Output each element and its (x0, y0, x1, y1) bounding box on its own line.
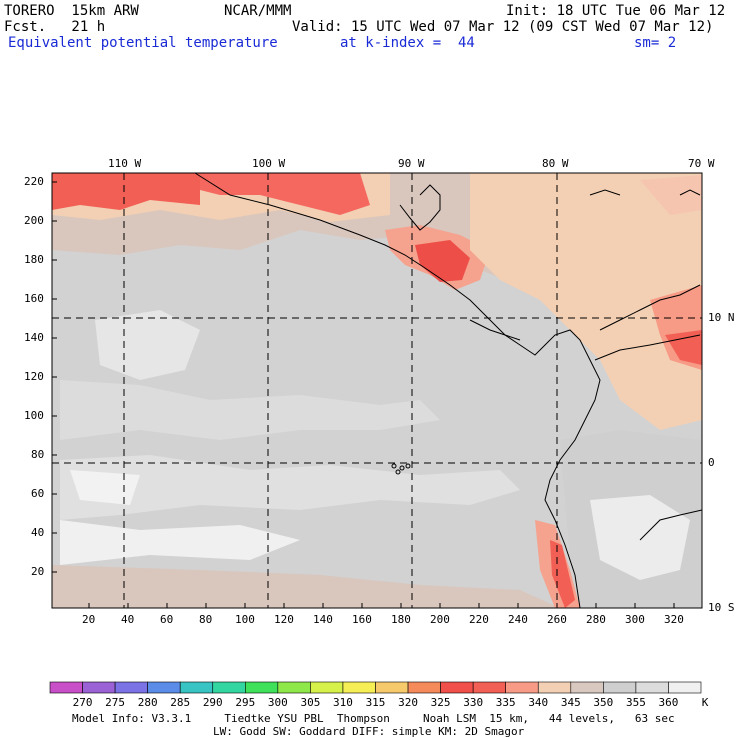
colorbar-swatch (245, 681, 279, 694)
axis-ticks (52, 181, 675, 608)
colorbar-label: 360 (658, 696, 679, 709)
colorbar-label: 310 (333, 696, 353, 709)
lon-label: 80 W (542, 157, 569, 170)
lat-label: 10 S (708, 601, 735, 614)
smoothing: sm= 2 (634, 35, 677, 51)
x-tick-label: 100 (235, 613, 255, 626)
colorbar-label: 320 (398, 696, 418, 709)
colorbar-label: 335 (495, 696, 516, 709)
x-tick-label: 280 (586, 613, 606, 626)
colorbar-swatch (603, 681, 637, 694)
x-tick-label: 20 (82, 613, 96, 626)
x-tick-label: 260 (547, 613, 567, 626)
colorbar-swatch (440, 681, 474, 694)
colorbar-swatch (375, 681, 409, 694)
x-tick-label: 60 (160, 613, 174, 626)
colorbar-swatch (212, 681, 246, 694)
y-tick-label: 220 (24, 175, 44, 188)
forecast-hour: Fcst. 21 h (4, 19, 106, 35)
colorbar (49, 681, 702, 694)
map-frame (51, 172, 703, 609)
x-tick-label: 40 (121, 613, 135, 626)
field-name: Equivalent potential temperature (8, 35, 278, 51)
colorbar-label: 315 (365, 696, 386, 709)
colorbar-swatch (505, 681, 539, 694)
x-tick-label: 300 (625, 613, 645, 626)
x-tick-label: 200 (430, 613, 450, 626)
colorbar-swatch (668, 681, 702, 694)
y-tick-label: 100 (24, 409, 44, 422)
colorbar-swatch (635, 681, 669, 694)
map-plot-area (52, 173, 702, 608)
model-name: TORERO 15km ARW (4, 3, 139, 19)
x-tick-label: 180 (391, 613, 411, 626)
colorbar-label: 285 (170, 696, 191, 709)
colorbar-swatch (147, 681, 181, 694)
lat-label: 0 (708, 456, 715, 469)
colorbar-label: 345 (560, 696, 581, 709)
colorbar-swatch (310, 681, 344, 694)
colorbar-label: 300 (267, 696, 288, 709)
colorbar-swatch (342, 681, 376, 694)
colorbar-label: 280 (137, 696, 158, 709)
lon-label: 70 W (688, 157, 715, 170)
y-tick-label: 160 (24, 292, 44, 305)
organization: NCAR/MMM (224, 3, 292, 19)
colorbar-label: 355 (625, 696, 646, 709)
y-tick-label: 40 (31, 526, 45, 539)
y-tick-label: 20 (31, 565, 45, 578)
y-tick-label: 60 (31, 487, 45, 500)
lat-label: 10 N (708, 311, 735, 324)
colorbar-swatch (49, 681, 83, 694)
colorbar-swatch (472, 681, 506, 694)
colorbar-label: 275 (105, 696, 126, 709)
x-tick-label: 160 (352, 613, 372, 626)
lon-label: 110 W (108, 157, 142, 170)
y-tick-label: 140 (24, 331, 44, 344)
lon-label: 90 W (398, 157, 425, 170)
x-tick-label: 120 (274, 613, 294, 626)
colorbar-label: 330 (463, 696, 484, 709)
x-tick-label: 140 (313, 613, 333, 626)
colorbar-unit: K (701, 696, 709, 709)
colorbar-label: 325 (430, 696, 451, 709)
colorbar-swatch (179, 681, 214, 694)
y-tick-label: 80 (31, 448, 45, 461)
x-tick-label: 80 (199, 613, 213, 626)
colorbar-swatch (82, 681, 116, 694)
model-info: Model Info: V3.3.1 Tiedtke YSU PBL Thomp… (72, 712, 675, 725)
x-tick-label: 320 (664, 613, 684, 626)
y-tick-label: 200 (24, 214, 44, 227)
x-tick-label: 240 (508, 613, 528, 626)
coastlines (194, 172, 703, 609)
colorbar-label: 340 (528, 696, 549, 709)
colorbar-swatch (537, 681, 572, 694)
colorbar-swatch (570, 681, 604, 694)
y-tick-label: 120 (24, 370, 44, 383)
colorbar-label: 350 (593, 696, 614, 709)
colorbar-label: 305 (300, 696, 321, 709)
colorbar-swatch (277, 681, 311, 694)
lon-label: 100 W (252, 157, 286, 170)
colorbar-label: 270 (72, 696, 93, 709)
x-tick-label: 220 (469, 613, 489, 626)
y-tick-label: 180 (24, 253, 44, 266)
colorbar-swatch (407, 681, 441, 694)
k-index-level: at k-index = 44 (340, 35, 475, 51)
valid-time: Valid: 15 UTC Wed 07 Mar 12 (09 CST Wed … (292, 19, 714, 35)
colorbar-label: 290 (202, 696, 223, 709)
init-time: Init: 18 UTC Tue 06 Mar 12 (506, 3, 726, 19)
physics-info: LW: Godd SW: Goddard DIFF: simple KM: 2D… (213, 725, 525, 738)
colorbar-swatch (114, 681, 148, 694)
colorbar-label: 295 (235, 696, 256, 709)
graticule (52, 173, 702, 608)
